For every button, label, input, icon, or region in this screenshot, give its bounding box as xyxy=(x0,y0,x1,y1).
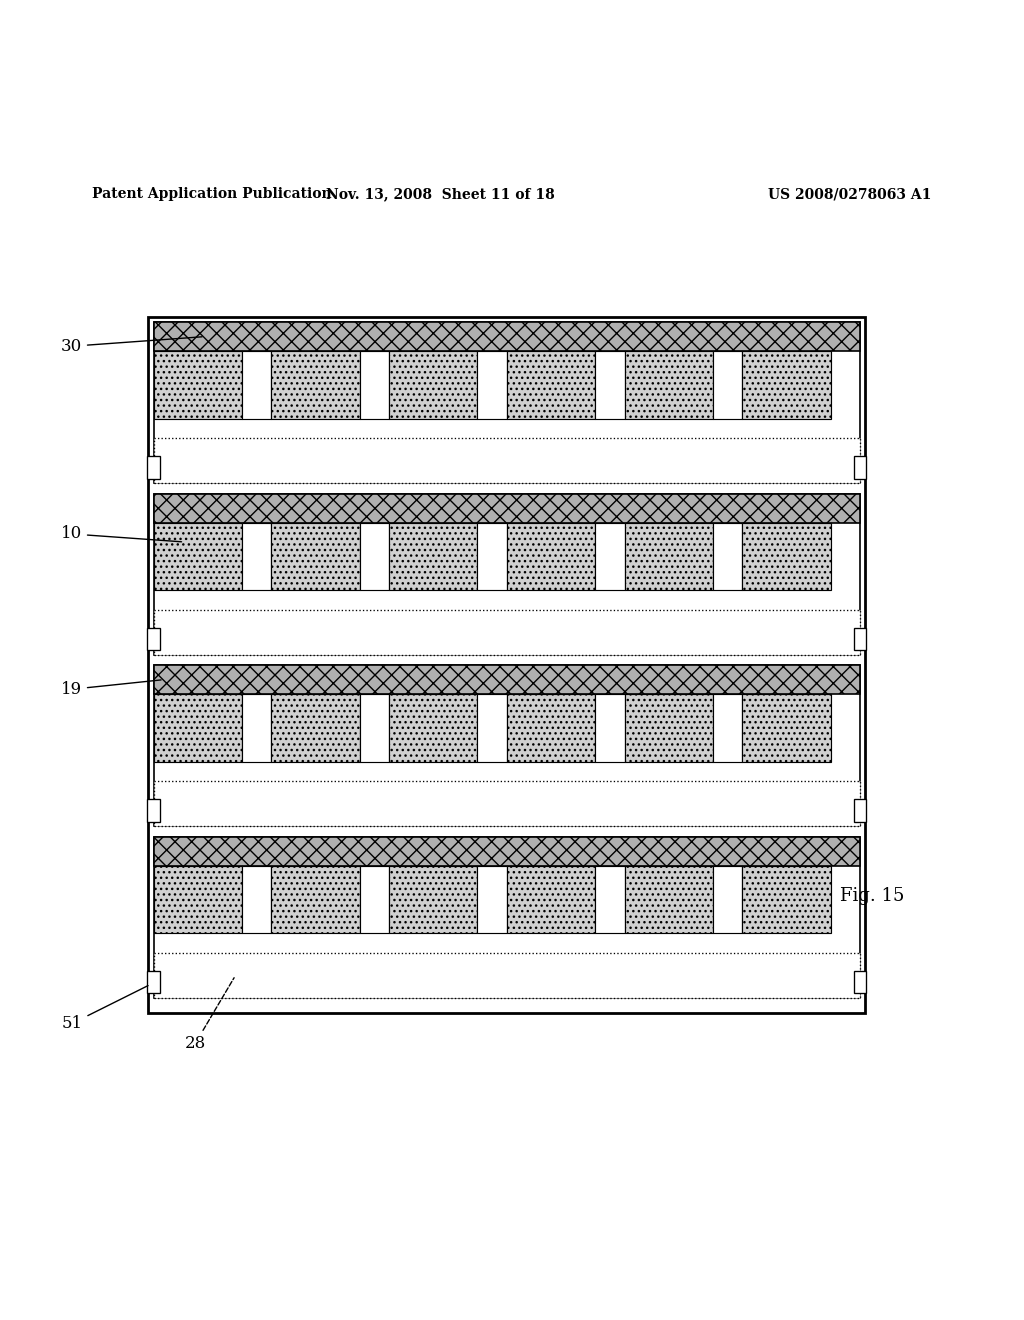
Bar xyxy=(271,694,359,762)
Bar xyxy=(147,800,160,822)
Bar xyxy=(148,317,865,1014)
Bar xyxy=(154,665,860,694)
Bar xyxy=(154,351,242,418)
Bar xyxy=(854,970,866,994)
Bar xyxy=(713,694,742,762)
Bar xyxy=(625,866,713,933)
Bar xyxy=(742,523,830,590)
Bar xyxy=(595,866,625,933)
Text: 30: 30 xyxy=(60,337,202,355)
Bar xyxy=(854,628,866,651)
Bar xyxy=(147,970,160,994)
Bar xyxy=(154,866,242,933)
Bar xyxy=(507,523,595,590)
Bar xyxy=(154,438,860,483)
Bar xyxy=(625,694,713,762)
Bar xyxy=(271,351,359,418)
Bar xyxy=(154,953,860,998)
Bar xyxy=(154,610,860,655)
Bar xyxy=(507,866,595,933)
Bar xyxy=(154,494,860,655)
Bar xyxy=(595,694,625,762)
Bar xyxy=(713,866,742,933)
Bar xyxy=(147,628,160,651)
Text: 51: 51 xyxy=(61,986,148,1032)
Bar xyxy=(389,694,477,762)
Bar xyxy=(154,837,860,998)
Text: Fig. 15: Fig. 15 xyxy=(840,887,904,904)
Text: Patent Application Publication: Patent Application Publication xyxy=(92,187,332,201)
Bar xyxy=(389,351,477,418)
Bar xyxy=(359,523,389,590)
Bar xyxy=(625,523,713,590)
Bar xyxy=(242,694,271,762)
Bar xyxy=(154,665,860,826)
Text: 10: 10 xyxy=(60,525,181,543)
Bar xyxy=(147,457,160,479)
Bar xyxy=(359,351,389,418)
Bar xyxy=(713,523,742,590)
Bar xyxy=(854,457,866,479)
Bar xyxy=(154,523,242,590)
Bar xyxy=(242,866,271,933)
Text: 19: 19 xyxy=(60,680,161,698)
Bar xyxy=(625,351,713,418)
Bar xyxy=(507,351,595,418)
Text: Nov. 13, 2008  Sheet 11 of 18: Nov. 13, 2008 Sheet 11 of 18 xyxy=(326,187,555,201)
Bar xyxy=(154,322,860,483)
Bar xyxy=(154,837,860,866)
Bar xyxy=(359,866,389,933)
Bar xyxy=(595,523,625,590)
Bar xyxy=(477,694,507,762)
Text: 28: 28 xyxy=(184,978,234,1052)
Bar xyxy=(389,866,477,933)
Text: US 2008/0278063 A1: US 2008/0278063 A1 xyxy=(768,187,932,201)
Bar xyxy=(854,800,866,822)
Bar xyxy=(713,351,742,418)
Bar xyxy=(242,523,271,590)
Bar xyxy=(154,694,242,762)
Bar xyxy=(154,781,860,826)
Bar xyxy=(742,351,830,418)
Bar xyxy=(154,494,860,523)
Bar xyxy=(477,351,507,418)
Bar xyxy=(154,322,860,351)
Bar xyxy=(595,351,625,418)
Bar xyxy=(271,866,359,933)
Bar xyxy=(477,523,507,590)
Bar xyxy=(389,523,477,590)
Bar xyxy=(507,694,595,762)
Bar xyxy=(742,866,830,933)
Bar xyxy=(742,694,830,762)
Bar xyxy=(359,694,389,762)
Bar xyxy=(242,351,271,418)
Bar xyxy=(271,523,359,590)
Bar xyxy=(477,866,507,933)
